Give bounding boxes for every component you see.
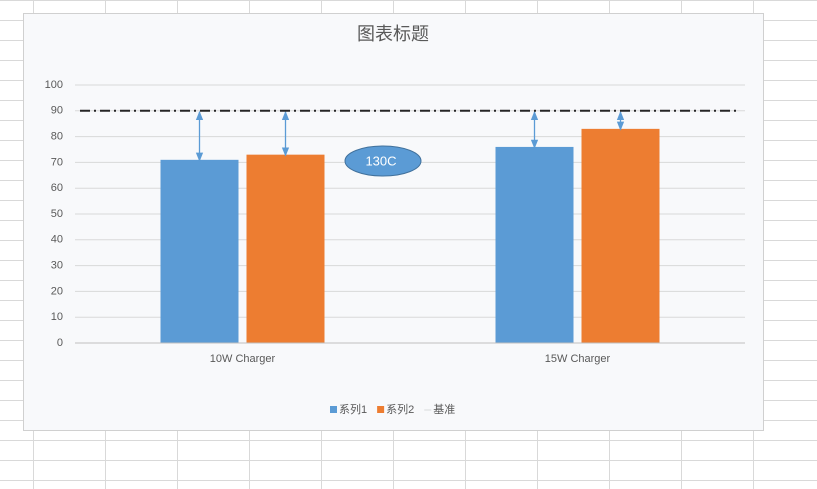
annotation-shape [344, 145, 422, 177]
y-tick-label: 30 [51, 260, 63, 272]
x-tick-label: 10W Charger [210, 353, 276, 365]
y-tick-label: 90 [51, 105, 63, 117]
y-tick-label: 80 [51, 131, 63, 143]
legend-label: 基准 [433, 403, 455, 416]
y-tick-label: 60 [51, 182, 63, 194]
y-tick-label: 100 [45, 79, 63, 91]
legend-swatch [330, 406, 337, 413]
y-tick-label: 50 [51, 208, 63, 220]
y-tick-label: 70 [51, 156, 63, 168]
bar [581, 128, 660, 343]
legend-label: 系列2 [386, 402, 414, 416]
y-tick-label: 40 [51, 234, 63, 246]
y-tick-label: 10 [51, 311, 63, 323]
bar [246, 154, 325, 343]
legend-label: 系列1 [339, 402, 367, 416]
bar [160, 159, 239, 343]
legend-swatch [377, 406, 385, 413]
x-tick-label: 15W Charger [545, 353, 611, 365]
y-tick-label: 20 [51, 285, 63, 297]
annotation: 130C [365, 153, 396, 168]
bar [495, 146, 574, 343]
y-tick-label: 0 [57, 337, 63, 349]
chart-title: 图表标题 [357, 24, 429, 44]
